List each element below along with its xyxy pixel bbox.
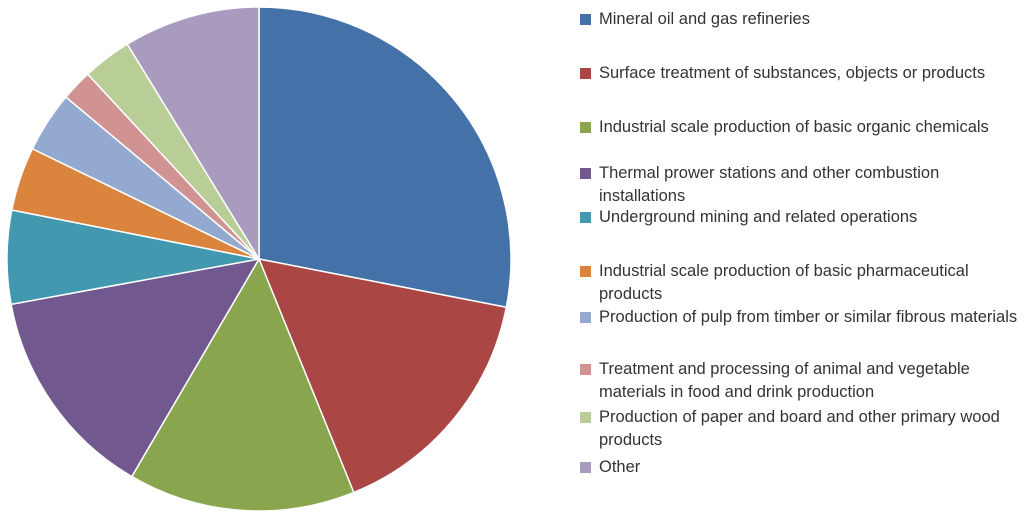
legend-item-3: Industrial scale production of basic org… [580,116,1024,139]
legend-label: Production of pulp from timber or simila… [599,308,1018,326]
pie-slice-4 [10,257,261,478]
pie-slice-10 [126,6,260,262]
legend-swatch [580,14,591,25]
legend-item-5: Underground mining and related operation… [580,206,1024,229]
legend-item-6: Industrial scale production of basic pha… [580,260,1024,306]
legend-label: Industrial scale production of basic org… [599,118,989,136]
legend-label: Production of paper and board and other … [599,408,1000,449]
pie-slice-3 [130,257,355,512]
legend-item-10: Other [580,456,1024,479]
legend-swatch [580,122,591,133]
legend-swatch [580,364,591,375]
legend-swatch [580,68,591,79]
legend-item-2: Surface treatment of substances, objects… [580,62,1024,85]
legend-swatch [580,462,591,473]
pie-slice-1 [258,6,512,309]
legend-item-4: Thermal prower stations and other combus… [580,162,1024,208]
pie-slice-2 [257,257,508,494]
legend-swatch [580,266,591,277]
legend-item-8: Treatment and processing of animal and v… [580,358,1024,404]
legend-label: Mineral oil and gas refineries [599,10,810,28]
legend-swatch [580,412,591,423]
legend-label: Industrial scale production of basic pha… [599,262,969,303]
legend-swatch [580,212,591,223]
legend-item-9: Production of paper and board and other … [580,406,1024,452]
legend-swatch [580,168,591,179]
legend-label: Underground mining and related operation… [599,208,918,226]
legend-item-7: Production of pulp from timber or simila… [580,306,1024,329]
legend-label: Other [599,458,641,476]
legend-swatch [580,312,591,323]
legend-item-1: Mineral oil and gas refineries [580,8,1024,31]
legend-label: Treatment and processing of animal and v… [599,360,970,401]
legend-label: Surface treatment of substances, objects… [599,64,986,82]
legend-label: Thermal prower stations and other combus… [599,164,940,205]
